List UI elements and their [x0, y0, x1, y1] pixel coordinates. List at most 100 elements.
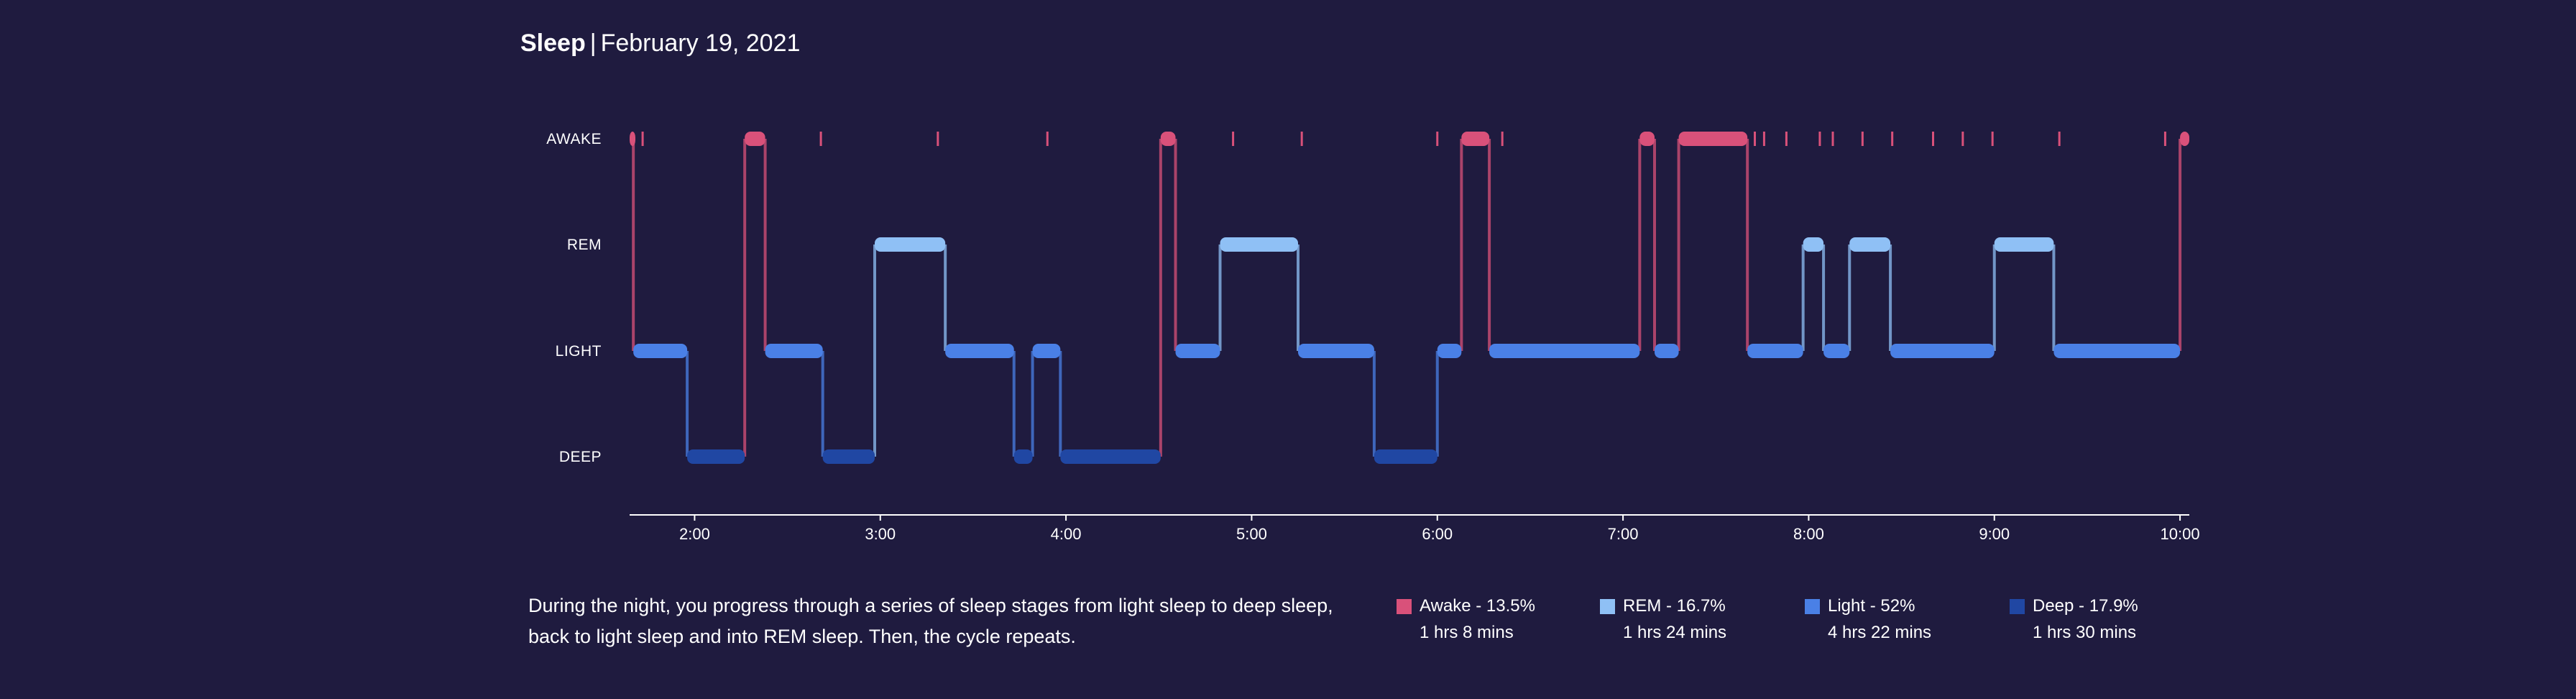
- stage-transition: [1460, 139, 1463, 351]
- legend-awake: Awake - 13.5% 1 hrs 8 mins: [1397, 594, 1535, 643]
- stage-block-deep: [687, 449, 745, 464]
- stage-block-awake: [1160, 132, 1176, 146]
- stage-block-rem: [1220, 237, 1298, 252]
- stage-transition: [1746, 139, 1749, 351]
- stage-transition: [1159, 139, 1162, 457]
- stage-transition: [1372, 351, 1376, 457]
- awake-tick: [1932, 132, 1934, 146]
- awake-tick: [1762, 132, 1765, 146]
- awake-tick: [1891, 132, 1894, 146]
- legend-rem: REM - 16.7% 1 hrs 24 mins: [1600, 594, 1726, 643]
- x-tick-label: 3:00: [865, 525, 896, 543]
- stage-transition: [1218, 245, 1222, 351]
- legend-light-swatch: [1805, 598, 1820, 614]
- stage-transition: [686, 351, 689, 457]
- legend-deep-duration: 1 hrs 30 mins: [2033, 623, 2137, 642]
- awake-tick: [1046, 132, 1049, 146]
- awake-tick: [2163, 132, 2166, 146]
- chart-header: Sleep | February 19, 2021: [520, 26, 800, 60]
- stage-transition: [1677, 139, 1680, 351]
- x-tick-label: 8:00: [1793, 525, 1824, 543]
- awake-tick: [1436, 132, 1439, 146]
- y-label-deep: DEEP: [559, 449, 602, 465]
- x-tick-label: 5:00: [1236, 525, 1267, 543]
- awake-tick: [1300, 132, 1303, 146]
- stage-block-deep: [1060, 449, 1161, 464]
- stage-block-awake: [1639, 132, 1655, 146]
- stage-block-light: [1890, 344, 1995, 358]
- stage-transition: [1822, 245, 1826, 351]
- awake-tick: [1831, 132, 1834, 146]
- stage-transition: [1653, 139, 1656, 351]
- awake-tick: [1861, 132, 1864, 146]
- awake-tick: [819, 132, 822, 146]
- stage-transition: [1992, 245, 1996, 351]
- stage-block-light: [765, 344, 823, 358]
- stage-block-awake: [745, 132, 765, 146]
- x-tick-label: 9:00: [1979, 525, 2010, 543]
- stage-transition: [1801, 245, 1805, 351]
- x-tick-label: 4:00: [1051, 525, 1082, 543]
- legend-deep-label: Deep - 17.9%: [2033, 596, 2138, 616]
- stage-block-light: [1298, 344, 1374, 358]
- stage-transition: [873, 245, 876, 457]
- page-title: Sleep: [520, 29, 586, 57]
- stage-block-light: [1655, 344, 1679, 358]
- stage-transition: [1297, 245, 1300, 351]
- x-tick-label: 2:00: [679, 525, 710, 543]
- stage-block-deep: [1013, 449, 1033, 464]
- legend-deep: Deep - 17.9% 1 hrs 30 mins: [2010, 594, 2138, 643]
- x-tick-label: 7:00: [1608, 525, 1639, 543]
- stage-block-rem: [1803, 237, 1824, 252]
- stage-block-awake: [630, 132, 635, 146]
- y-label-awake: AWAKE: [546, 131, 602, 147]
- stage-transition: [2179, 139, 2182, 351]
- stage-transition: [632, 139, 635, 351]
- awake-tick: [1232, 132, 1235, 146]
- awake-tick: [1961, 132, 1964, 146]
- legend-light-label: Light - 52%: [1828, 596, 1915, 616]
- sleep-stages-chart: AWAKE REM LIGHT DEEP 2:00 3:00 4:00 5:00 6:00 7:…: [546, 131, 2199, 543]
- awake-tick: [641, 132, 644, 146]
- stage-block-light: [1489, 344, 1640, 358]
- stage-transition: [1031, 351, 1034, 457]
- y-label-light: LIGHT: [556, 343, 602, 360]
- awake-tick: [937, 132, 939, 146]
- stage-block-awake: [1461, 132, 1490, 146]
- stage-transition: [1174, 139, 1177, 351]
- y-label-rem: REM: [567, 237, 602, 253]
- stage-block-light: [1032, 344, 1061, 358]
- legend-awake-duration: 1 hrs 8 mins: [1420, 623, 1514, 642]
- stage-transition: [944, 245, 947, 351]
- stage-block-light: [1175, 344, 1220, 358]
- stage-block-rem: [1994, 237, 2054, 252]
- awake-tick: [1501, 132, 1504, 146]
- stage-block-light: [2053, 344, 2181, 358]
- legend-rem-label: REM - 16.7%: [1623, 596, 1726, 616]
- stage-transition: [1889, 245, 1892, 351]
- title-separator: |: [589, 29, 597, 57]
- stage-transition: [1488, 139, 1491, 351]
- stage-transition: [743, 139, 747, 457]
- stage-transition: [1638, 139, 1642, 351]
- stage-transition: [1435, 351, 1439, 457]
- legend-light-duration: 4 hrs 22 mins: [1828, 623, 1932, 642]
- awake-tick: [1991, 132, 1994, 146]
- stage-block-rem: [1849, 237, 1891, 252]
- stage-transition: [2052, 245, 2056, 351]
- legend-awake-swatch: [1397, 598, 1412, 614]
- awake-tick: [2058, 132, 2061, 146]
- stage-transition: [1848, 245, 1852, 351]
- sleep-date: February 19, 2021: [600, 29, 801, 57]
- stage-block-rem: [875, 237, 946, 252]
- legend-light: Light - 52% 4 hrs 22 mins: [1805, 594, 1931, 643]
- stage-block-light: [1823, 344, 1850, 358]
- stage-block-light: [945, 344, 1014, 358]
- stage-transition: [1059, 351, 1062, 457]
- stage-block-deep: [822, 449, 875, 464]
- legend-rem-duration: 1 hrs 24 mins: [1623, 623, 1727, 642]
- stage-block-awake: [2180, 132, 2189, 146]
- stage-block-light: [1437, 344, 1462, 358]
- awake-tick: [1818, 132, 1821, 146]
- legend-deep-swatch: [2010, 598, 2025, 614]
